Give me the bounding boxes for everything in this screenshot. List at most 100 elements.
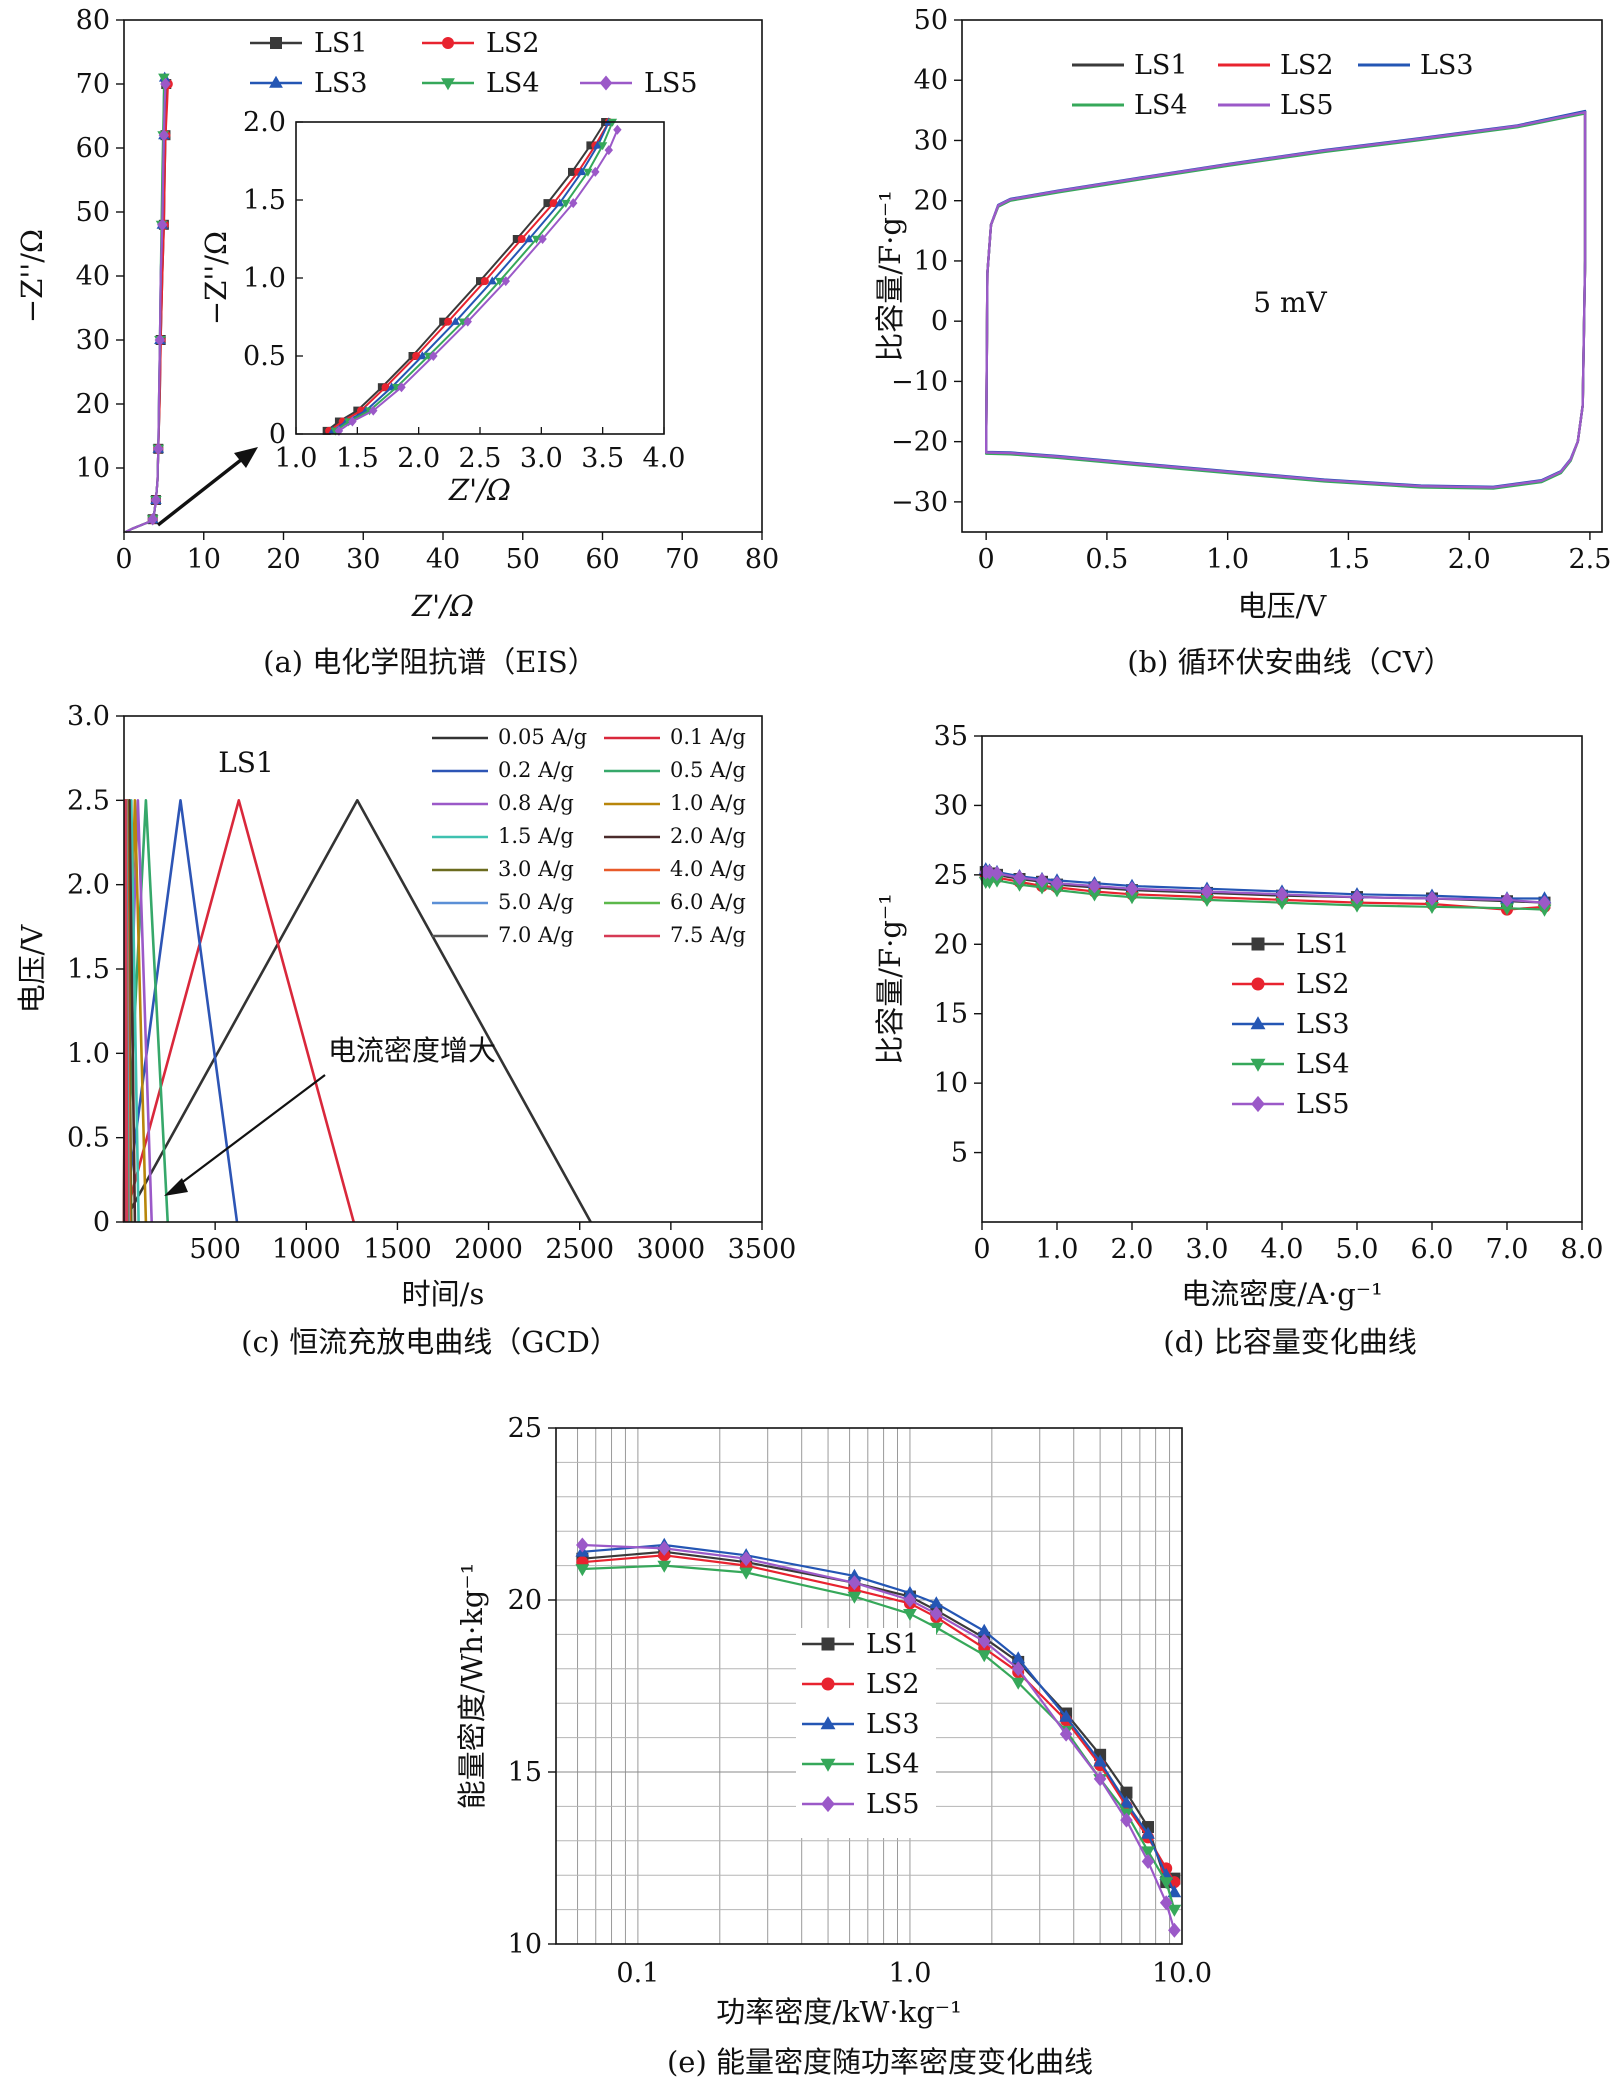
series-ls4 [575,1560,1182,1917]
arrow-head [164,1178,188,1196]
data-point [930,1606,943,1622]
legend-label: LS4 [1134,90,1188,121]
chart-title: LS1 [218,746,274,779]
panel-caption: (b) 循环伏安曲线（CV） [1127,645,1453,679]
data-point [517,235,526,243]
legend-label: LS3 [1420,50,1474,81]
legend-label: 0.05 A/g [498,725,587,749]
series-line [125,83,167,533]
data-point [1537,904,1552,917]
data-point [977,1650,992,1663]
data-point [444,317,453,326]
data-point [598,142,608,151]
data-point [1120,1786,1133,1799]
x-axis-label: 电流密度/A·g⁻¹ [1181,1277,1382,1311]
data-point [555,198,565,207]
data-point [543,199,552,208]
y-axis-label: 能量密度/Wh·kg⁻¹ [455,1563,489,1810]
x-axis-label: 功率密度/kW·kg⁻¹ [716,1995,961,2029]
data-point [990,865,1004,881]
legend-label: LS4 [866,1749,920,1780]
legend-marker [821,1677,835,1691]
panel-caption: (c) 恒流充放电曲线（GCD） [241,1325,619,1359]
legend-label: LS3 [314,68,368,99]
legend-label: 1.5 A/g [498,824,574,848]
legend-label: LS5 [644,68,698,99]
legend-marker [441,78,455,91]
legend-label: LS1 [866,1629,920,1660]
series-line [125,83,169,533]
series-ls5 [576,1537,1181,1938]
x-tick-label: 1.0 [1036,1234,1079,1265]
legend: LS1 LS2 LS3 LS4 LS5 [1072,50,1474,121]
data-point [1012,879,1027,892]
legend-label: LS1 [1296,929,1350,960]
y-tick-label: 70 [76,69,110,100]
series-line [122,798,592,1223]
y-tick-label: 15 [934,999,968,1030]
legend-marker [820,1716,836,1730]
data-point [158,73,170,84]
x-tick-label: 500 [189,1234,241,1265]
x-axis-label: 电压/V [1238,589,1328,623]
y-axis-label: 电压/V [15,924,49,1014]
panel-b-cv: 0 0.5 1.0 1.5 2.0 2.5 −30 −20 −10 0 10 20 30 40 50 电压/V… [873,5,1611,679]
x-tick-label: 8.0 [1561,1234,1604,1265]
y-tick-label: 40 [914,65,948,96]
data-point [463,316,472,327]
data-point [495,277,505,286]
legend-marker [269,75,283,88]
series-ls3 [575,1537,1182,1898]
x-tick-label: 1.0 [275,443,318,474]
y-tick-label: 20 [914,186,948,217]
series-0.05Ag [122,798,592,1223]
data-point [1119,1795,1134,1808]
data-point [1167,1904,1182,1917]
y-tick-label: 40 [76,261,110,292]
x-axis-label: 时间/s [402,1277,485,1311]
series-ls5 [979,864,1551,911]
data-point [575,1564,590,1577]
x-tick-label: 7.0 [1486,1234,1529,1265]
data-point [903,1608,917,1621]
y-tick-label: 0.5 [243,341,286,372]
legend-marker [1250,1016,1266,1030]
data-point [348,416,357,427]
legend-label: 7.5 A/g [670,923,746,947]
inset-y-axis-label: −Z''/Ω [199,231,233,325]
x-tick-label: 3500 [728,1234,797,1265]
legend-label: 2.0 A/g [670,824,746,848]
trend-arrow [164,1074,326,1196]
legend-label: 6.0 A/g [670,890,746,914]
data-point [561,199,571,208]
x-tick-label: 1.0 [1206,544,1249,575]
inset-series-ls5 [334,124,622,436]
y-tick-label: 20 [76,389,110,420]
y-tick-label: 2.0 [67,870,110,901]
legend-label: 4.0 A/g [670,857,746,881]
data-point [1168,1922,1181,1938]
data-point [1159,1877,1174,1890]
data-point [439,317,448,326]
data-point [1050,885,1064,898]
data-point [929,1596,944,1609]
data-point [1425,890,1439,906]
data-point [591,166,600,177]
panel-e-ragone: 0.1 1.0 10.0 10 15 20 25 功率密度/kW·kg⁻¹ 能量密度/Wh·kg… [455,1413,1212,2079]
x-tick-label: 1.0 [888,1958,931,1989]
series-line [582,1554,1176,1883]
y-tick-label: 30 [76,325,110,356]
data-point [1275,897,1289,910]
series-ls5 [125,77,171,533]
legend-marker [270,37,282,49]
data-point [576,1537,589,1553]
panel-caption: (e) 能量密度随功率密度变化曲线 [667,2045,1093,2079]
legend-marker [821,1637,835,1651]
x-tick-label: 60 [585,544,619,575]
panel-c-gcd: 500 1000 1500 2000 2500 3000 3500 0 0.5 1.0 1.5 2.0… [15,701,796,1359]
data-point [381,383,390,392]
data-point [1500,903,1514,916]
data-point [1425,901,1439,914]
data-point [549,199,558,208]
legend: LS1 LS2 LS3 LS4 LS5 [796,1628,936,1838]
